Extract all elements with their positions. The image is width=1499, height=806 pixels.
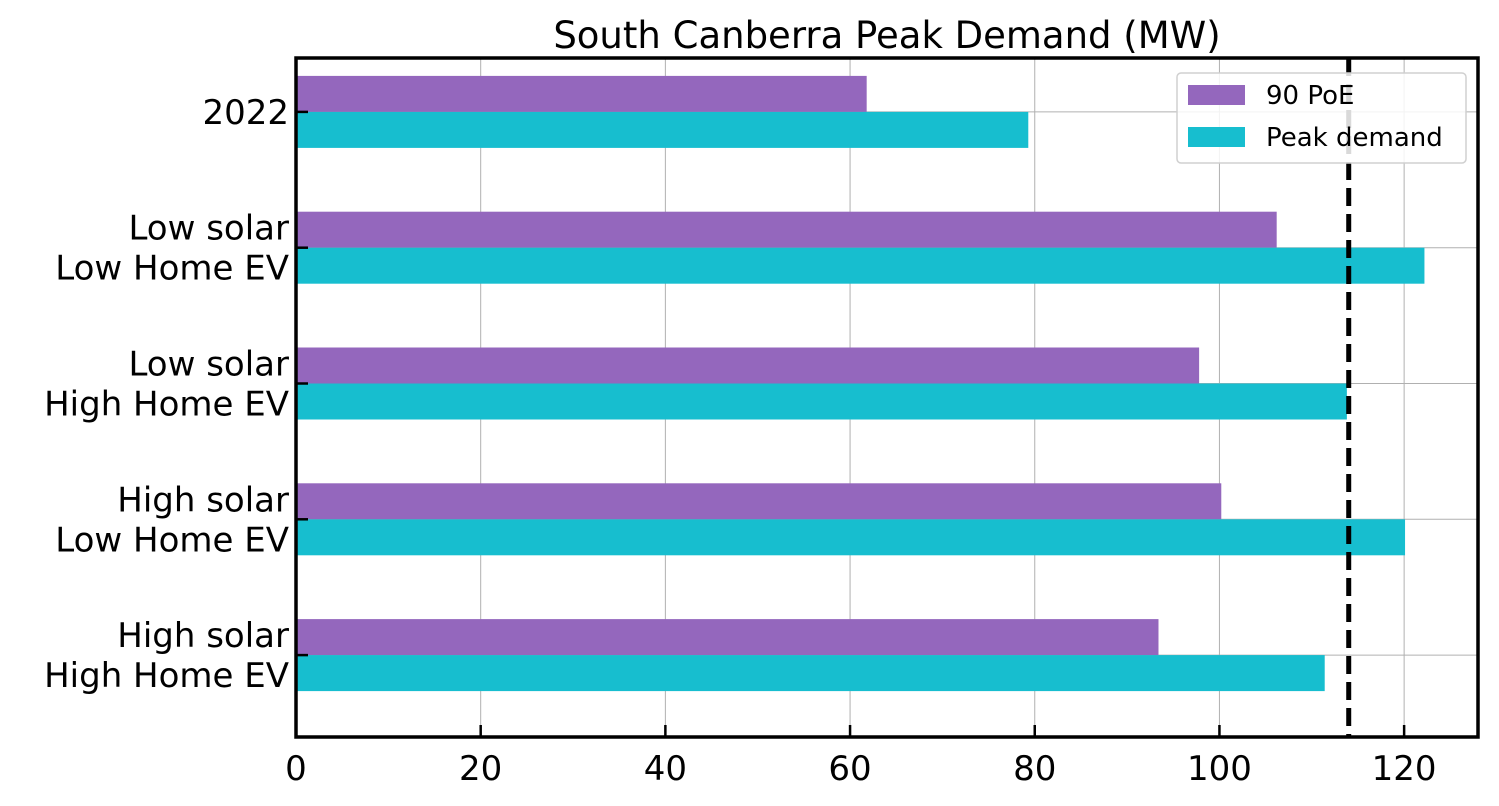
- y-tick-label: High solar: [117, 480, 289, 520]
- bar: [296, 347, 1200, 384]
- chart-title: South Canberra Peak Demand (MW): [553, 14, 1220, 57]
- y-tick-label: High solar: [117, 616, 289, 656]
- x-tick-label: 40: [644, 749, 687, 789]
- legend-label: Peak demand: [1266, 123, 1443, 153]
- legend: 90 PoE Peak demand: [1176, 72, 1467, 164]
- x-tick-label: 0: [285, 749, 307, 789]
- x-tick-label: 20: [459, 749, 502, 789]
- x-tick-label: 80: [1013, 749, 1056, 789]
- y-tick-label: 2022: [202, 93, 289, 133]
- bar: [296, 211, 1277, 248]
- y-tick-label: Low solar: [128, 209, 289, 249]
- x-tick-label: 100: [1187, 749, 1252, 789]
- bar: [296, 619, 1159, 656]
- bar: [296, 111, 1029, 148]
- bar: [296, 75, 867, 112]
- legend-label: 90 PoE: [1266, 81, 1354, 111]
- legend-swatch: [1188, 127, 1245, 147]
- y-tick-label: Low solar: [128, 345, 289, 385]
- x-tick-label: 120: [1372, 749, 1437, 789]
- x-tick-label: 60: [828, 749, 871, 789]
- legend-swatch: [1188, 85, 1245, 105]
- y-tick-label: High Home EV: [44, 656, 289, 696]
- bar: [296, 519, 1406, 556]
- bars: [296, 75, 1425, 692]
- bar: [296, 247, 1425, 284]
- bar: [296, 655, 1325, 692]
- bar: [296, 483, 1222, 520]
- y-tick-label: Low Home EV: [55, 520, 289, 560]
- bar: [296, 383, 1347, 420]
- plot-frame: [294, 56, 1480, 739]
- y-tick-label: High Home EV: [44, 385, 289, 425]
- legend-box: [1176, 72, 1467, 164]
- y-tick-label: Low Home EV: [55, 249, 289, 289]
